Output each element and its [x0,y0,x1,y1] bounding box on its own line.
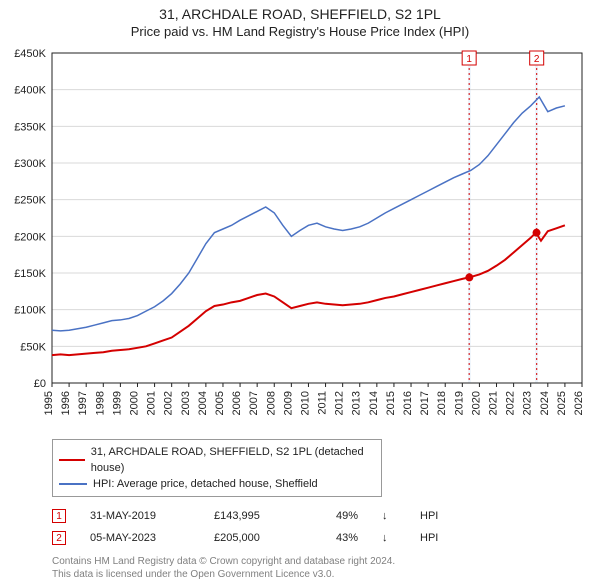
sale-marker: 1 [52,509,66,523]
legend-row: 31, ARCHDALE ROAD, SHEFFIELD, S2 1PL (de… [59,444,375,476]
svg-text:£0: £0 [34,378,46,390]
line-chart-svg: £0 £50K £100K £150K £200K £250K £300K £350K £400… [0,43,600,433]
svg-text:1: 1 [466,54,472,65]
sale-date: 05-MAY-2023 [90,532,190,544]
down-arrow-icon: ↓ [382,532,396,544]
down-arrow-icon: ↓ [382,510,396,522]
svg-text:2016: 2016 [402,391,414,415]
footer-attribution: Contains HM Land Registry data © Crown c… [52,555,600,581]
svg-text:1997: 1997 [77,391,89,415]
svg-text:£50K: £50K [20,341,46,353]
svg-text:2019: 2019 [453,391,465,415]
svg-text:£450K: £450K [14,48,46,60]
legend-swatch [59,459,85,461]
svg-text:2014: 2014 [368,391,380,415]
sale-hpi-label: HPI [420,532,450,544]
svg-text:2011: 2011 [317,391,329,415]
svg-text:2010: 2010 [299,391,311,415]
legend-row: HPI: Average price, detached house, Shef… [59,476,375,492]
sale-date: 31-MAY-2019 [90,510,190,522]
svg-text:2025: 2025 [556,391,568,415]
svg-text:£100K: £100K [14,305,46,317]
sale-row: 2 05-MAY-2023 £205,000 43% ↓ HPI [52,527,600,549]
legend-label: 31, ARCHDALE ROAD, SHEFFIELD, S2 1PL (de… [91,444,375,476]
legend: 31, ARCHDALE ROAD, SHEFFIELD, S2 1PL (de… [52,439,382,497]
svg-text:£150K: £150K [14,268,46,280]
svg-text:2017: 2017 [419,391,431,415]
svg-text:2020: 2020 [470,391,482,415]
svg-text:2004: 2004 [197,391,209,415]
svg-text:2012: 2012 [334,391,346,415]
svg-text:1999: 1999 [111,391,123,415]
svg-text:2: 2 [534,54,540,65]
sale-pct: 43% [318,532,358,544]
svg-text:2018: 2018 [436,391,448,415]
svg-text:2000: 2000 [128,391,140,415]
svg-text:2015: 2015 [385,391,397,415]
sales-table: 1 31-MAY-2019 £143,995 49% ↓ HPI 2 05-MAY-2023 £… [52,505,600,549]
chart-subtitle: Price paid vs. HM Land Registry's House … [0,22,600,43]
svg-text:2022: 2022 [505,391,517,415]
svg-text:2006: 2006 [231,391,243,415]
svg-text:£400K: £400K [14,85,46,97]
svg-text:£350K: £350K [14,121,46,133]
svg-text:£250K: £250K [14,195,46,207]
svg-text:2003: 2003 [180,391,192,415]
svg-text:£300K: £300K [14,158,46,170]
svg-text:2024: 2024 [539,391,551,415]
svg-text:1998: 1998 [94,391,106,415]
svg-text:2008: 2008 [265,391,277,415]
sale-row: 1 31-MAY-2019 £143,995 49% ↓ HPI [52,505,600,527]
svg-text:2023: 2023 [522,391,534,415]
chart-plot-area: £0 £50K £100K £150K £200K £250K £300K £350K £400… [0,43,600,433]
svg-text:2013: 2013 [351,391,363,415]
svg-text:2005: 2005 [214,391,226,415]
svg-text:2009: 2009 [282,391,294,415]
svg-text:2026: 2026 [573,391,585,415]
sale-hpi-label: HPI [420,510,450,522]
footer-line-1: Contains HM Land Registry data © Crown c… [52,555,600,568]
sale-price: £143,995 [214,510,294,522]
chart-container: 31, ARCHDALE ROAD, SHEFFIELD, S2 1PL Pri… [0,0,600,560]
legend-label: HPI: Average price, detached house, Shef… [93,476,318,492]
svg-text:2002: 2002 [163,391,175,415]
svg-text:1995: 1995 [43,391,55,415]
footer-line-2: This data is licensed under the Open Gov… [52,568,600,581]
svg-text:2021: 2021 [488,391,500,415]
sale-marker: 2 [52,531,66,545]
svg-text:2007: 2007 [248,391,260,415]
legend-swatch [59,483,87,485]
chart-title: 31, ARCHDALE ROAD, SHEFFIELD, S2 1PL [0,0,600,22]
svg-text:1996: 1996 [60,391,72,415]
sale-price: £205,000 [214,532,294,544]
svg-text:2001: 2001 [146,391,158,415]
sale-pct: 49% [318,510,358,522]
svg-text:£200K: £200K [14,231,46,243]
